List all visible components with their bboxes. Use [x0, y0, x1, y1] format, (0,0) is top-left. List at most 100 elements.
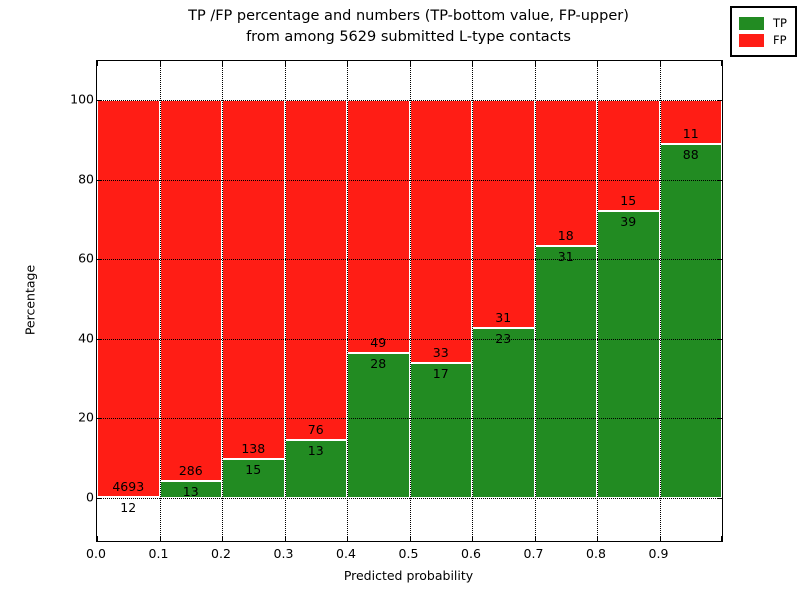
y-tick-mark	[97, 418, 102, 420]
x-tick-mark	[159, 536, 161, 541]
x-tick-mark	[409, 536, 411, 541]
legend-label-tp: TP	[773, 16, 787, 30]
x-tick-mark	[659, 536, 661, 541]
vertical-gridline	[597, 61, 598, 541]
fp-count-label: 15	[620, 192, 637, 208]
tp-count-label: 12	[120, 499, 137, 515]
y-tick-mark	[97, 338, 102, 340]
fp-count-label: 18	[557, 228, 574, 244]
y-tick-mark-right	[717, 498, 722, 499]
fp-count-label: 49	[370, 335, 387, 351]
tp-count-label: 23	[495, 331, 512, 347]
vertical-gridline	[284, 61, 286, 541]
bar-segment-tp	[347, 353, 410, 498]
fp-count-label: 11	[682, 126, 699, 142]
chart-title: TP /FP percentage and numbers (TP-bottom…	[96, 6, 721, 48]
y-tick-label: 40	[78, 330, 94, 346]
chart-title-line2: from among 5629 submitted L-type contact…	[246, 29, 571, 45]
x-tick-label: 0.2	[211, 546, 231, 561]
tp-count-label: 17	[432, 365, 449, 381]
x-tick-mark-top	[597, 61, 598, 66]
y-tick-mark	[97, 100, 102, 101]
x-tick-mark-top	[721, 61, 722, 66]
tp-count-label: 13	[307, 442, 324, 458]
x-tick-mark	[222, 536, 223, 541]
y-tick-mark-right	[717, 100, 722, 101]
vertical-gridline	[347, 61, 348, 541]
x-tick-label: 0.5	[398, 546, 419, 561]
bar-segment-fp	[534, 100, 597, 247]
bar-segment-tp	[472, 328, 535, 498]
fp-count-label: 33	[432, 344, 449, 360]
y-tick-label: 60	[78, 250, 94, 266]
x-tick-mark-top	[472, 61, 473, 66]
bar-segment-fp	[97, 100, 160, 497]
x-tick-mark-top	[159, 61, 161, 66]
bar-segment-fp	[222, 100, 285, 459]
x-tick-label: 0.7	[523, 546, 544, 561]
tp-count-label: 39	[620, 213, 637, 229]
x-tick-mark-top	[284, 61, 286, 66]
legend-entry-tp: TP	[739, 16, 787, 30]
fp-count-label: 76	[307, 421, 324, 437]
x-tick-label: 0.4	[336, 546, 356, 561]
tp-count-label: 15	[245, 461, 262, 477]
tp-count-label: 31	[557, 249, 574, 265]
vertical-gridline	[409, 61, 411, 541]
bar-segment-tp	[659, 144, 722, 498]
vertical-gridline	[659, 61, 661, 541]
tp-count-label: 13	[182, 483, 199, 499]
bar-segment-fp	[347, 100, 410, 354]
x-tick-label: 0.3	[273, 546, 294, 561]
tp-count-label: 28	[370, 356, 387, 372]
bar-segment-tp	[534, 246, 597, 498]
x-tick-label: 0.6	[461, 546, 481, 561]
plot-area: 4693 12 286 13 138 15 76 13 49 28 33 17 31 23 18 31 15 39…	[96, 60, 723, 542]
bar-segment-fp	[409, 100, 472, 363]
legend-label-fp: FP	[773, 33, 787, 47]
y-axis-label: Percentage	[22, 264, 38, 336]
y-tick-mark-right	[717, 338, 722, 340]
bar-segment-fp	[284, 100, 347, 440]
bar-segment-tp	[222, 458, 285, 498]
x-tick-label: 0.1	[148, 546, 169, 561]
y-tick-mark-right	[717, 418, 722, 420]
x-tick-mark	[284, 536, 286, 541]
vertical-gridline	[222, 61, 223, 541]
x-tick-mark	[472, 536, 473, 541]
bar-segment-tp	[284, 439, 347, 498]
y-tick-mark	[97, 498, 102, 499]
legend: TP FP	[730, 6, 797, 57]
x-tick-mark-top	[409, 61, 411, 66]
fp-color-swatch	[739, 33, 765, 47]
legend-entry-fp: FP	[739, 33, 787, 47]
y-tick-mark-right	[717, 259, 722, 261]
x-tick-mark-top	[534, 61, 536, 66]
y-tick-mark	[97, 259, 102, 261]
x-tick-mark	[597, 536, 598, 541]
x-tick-mark	[721, 536, 722, 541]
x-tick-label: 0.9	[648, 546, 669, 561]
vertical-gridline	[159, 61, 161, 541]
x-tick-mark	[534, 536, 536, 541]
tp-color-swatch	[739, 16, 765, 30]
x-tick-label: 0.8	[586, 546, 606, 561]
x-tick-mark-top	[659, 61, 661, 66]
y-tick-mark	[97, 179, 102, 181]
fp-count-label: 138	[241, 440, 266, 456]
tp-count-label: 88	[682, 147, 699, 163]
x-tick-label: 0.0	[86, 546, 106, 561]
x-tick-mark-top	[97, 61, 98, 66]
fp-count-label: 286	[178, 462, 203, 478]
bar-segment-fp	[159, 100, 222, 481]
x-tick-mark	[347, 536, 348, 541]
chart-title-line1: TP /FP percentage and numbers (TP-bottom…	[188, 8, 629, 24]
bar-segment-tp	[597, 210, 660, 498]
bar-segment-tp	[409, 362, 472, 498]
x-axis-label: Predicted probability	[343, 568, 474, 583]
y-tick-label: 80	[78, 171, 94, 187]
fp-count-label: 31	[495, 310, 512, 326]
x-tick-mark	[97, 536, 98, 541]
y-tick-label: 20	[78, 409, 94, 425]
